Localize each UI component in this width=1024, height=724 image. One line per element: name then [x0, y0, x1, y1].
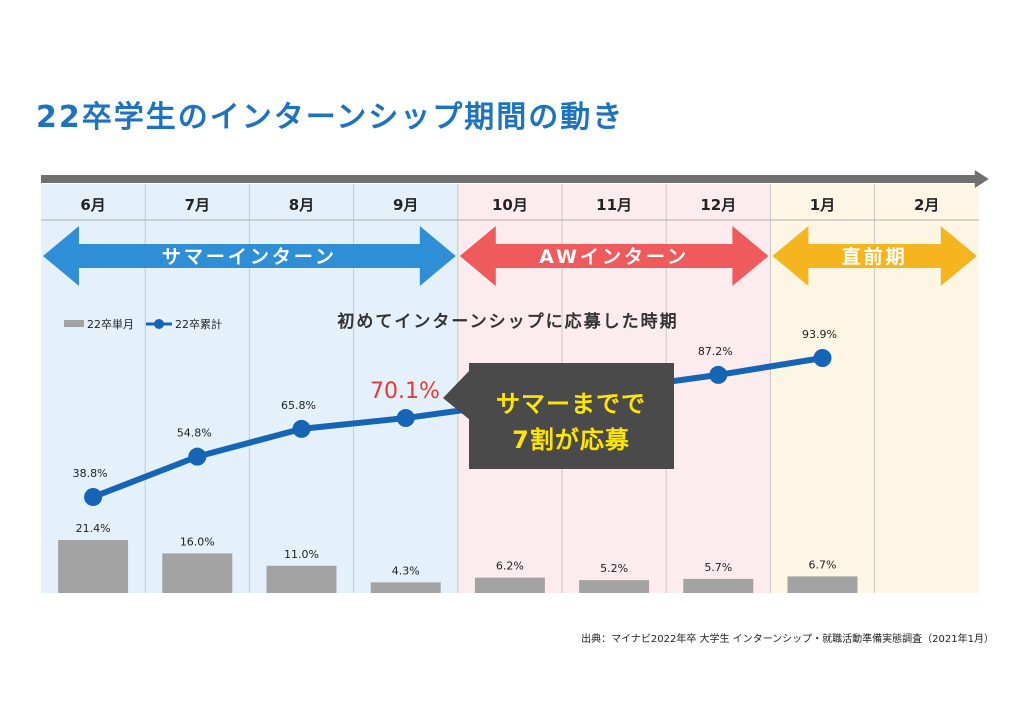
bar [370, 582, 441, 593]
phase-label: 直前期 [842, 245, 908, 268]
line-point [813, 349, 832, 367]
legend-line-label: 22卒累計 [175, 317, 222, 331]
phase-label: AWインターン [539, 246, 689, 268]
timeline-bar [41, 175, 977, 183]
callout-text-line1: サマーまでで [496, 390, 646, 418]
month-label: 6月 [80, 196, 105, 214]
bar-value-label: 11.0% [284, 548, 319, 561]
bar [474, 577, 545, 593]
bar-value-label: 21.4% [76, 522, 111, 535]
line-value-label: 54.8% [177, 427, 212, 440]
month-label: 12月 [700, 196, 736, 214]
bar-value-label: 6.2% [496, 560, 524, 573]
timeline-arrowhead [974, 170, 989, 188]
cumulative-line [90, 355, 826, 500]
line-point [292, 419, 311, 438]
phase-arrow [772, 226, 977, 286]
bar [579, 580, 650, 593]
bar [162, 553, 233, 593]
line-point [188, 447, 207, 466]
phase-arrow [43, 226, 456, 286]
month-label: 7月 [185, 196, 210, 214]
highlight-value: 70.1% [370, 379, 440, 404]
month-label: 8月 [289, 196, 314, 214]
line-point [709, 365, 728, 384]
line-point [84, 488, 103, 506]
chart-title: 初めてインターンシップに応募した時期 [337, 311, 678, 332]
bar [266, 565, 337, 593]
bar [58, 540, 129, 593]
legend-bar-swatch [64, 320, 84, 327]
callout-pointer [443, 370, 470, 420]
line-value-label: 87.2% [698, 345, 733, 358]
bar-value-label: 16.0% [180, 535, 215, 548]
bar [683, 578, 754, 593]
bar-value-label: 5.7% [704, 561, 732, 574]
month-label: 2月 [914, 196, 939, 214]
line-value-label: 65.8% [281, 399, 316, 412]
bar-value-label: 6.7% [809, 558, 837, 571]
month-label: 11月 [596, 196, 632, 214]
line-value-label: 93.9% [802, 328, 837, 341]
legend-line-marker [154, 319, 164, 329]
line-value-label: 38.8% [73, 467, 108, 480]
source-note: 出典：マイナビ2022年卒 大学生 インターンシップ・就職活動準備実態調査（20… [581, 634, 994, 645]
month-label: 1月 [810, 196, 835, 214]
bar-value-label: 4.3% [392, 564, 420, 577]
month-label: 9月 [393, 196, 418, 214]
callout-box [469, 363, 674, 469]
line-point [396, 409, 415, 428]
callout-text-line2: 7割が応募 [512, 426, 630, 454]
month-label: 10月 [492, 196, 528, 214]
legend-bar-label: 22卒単月 [87, 317, 134, 331]
phase-label: サマーインターン [162, 246, 337, 268]
bar [787, 576, 858, 593]
phase-arrow [459, 226, 769, 286]
slide-title: 22卒学生のインターンシップ期間の動き [36, 100, 625, 135]
bar-value-label: 5.2% [600, 562, 628, 575]
